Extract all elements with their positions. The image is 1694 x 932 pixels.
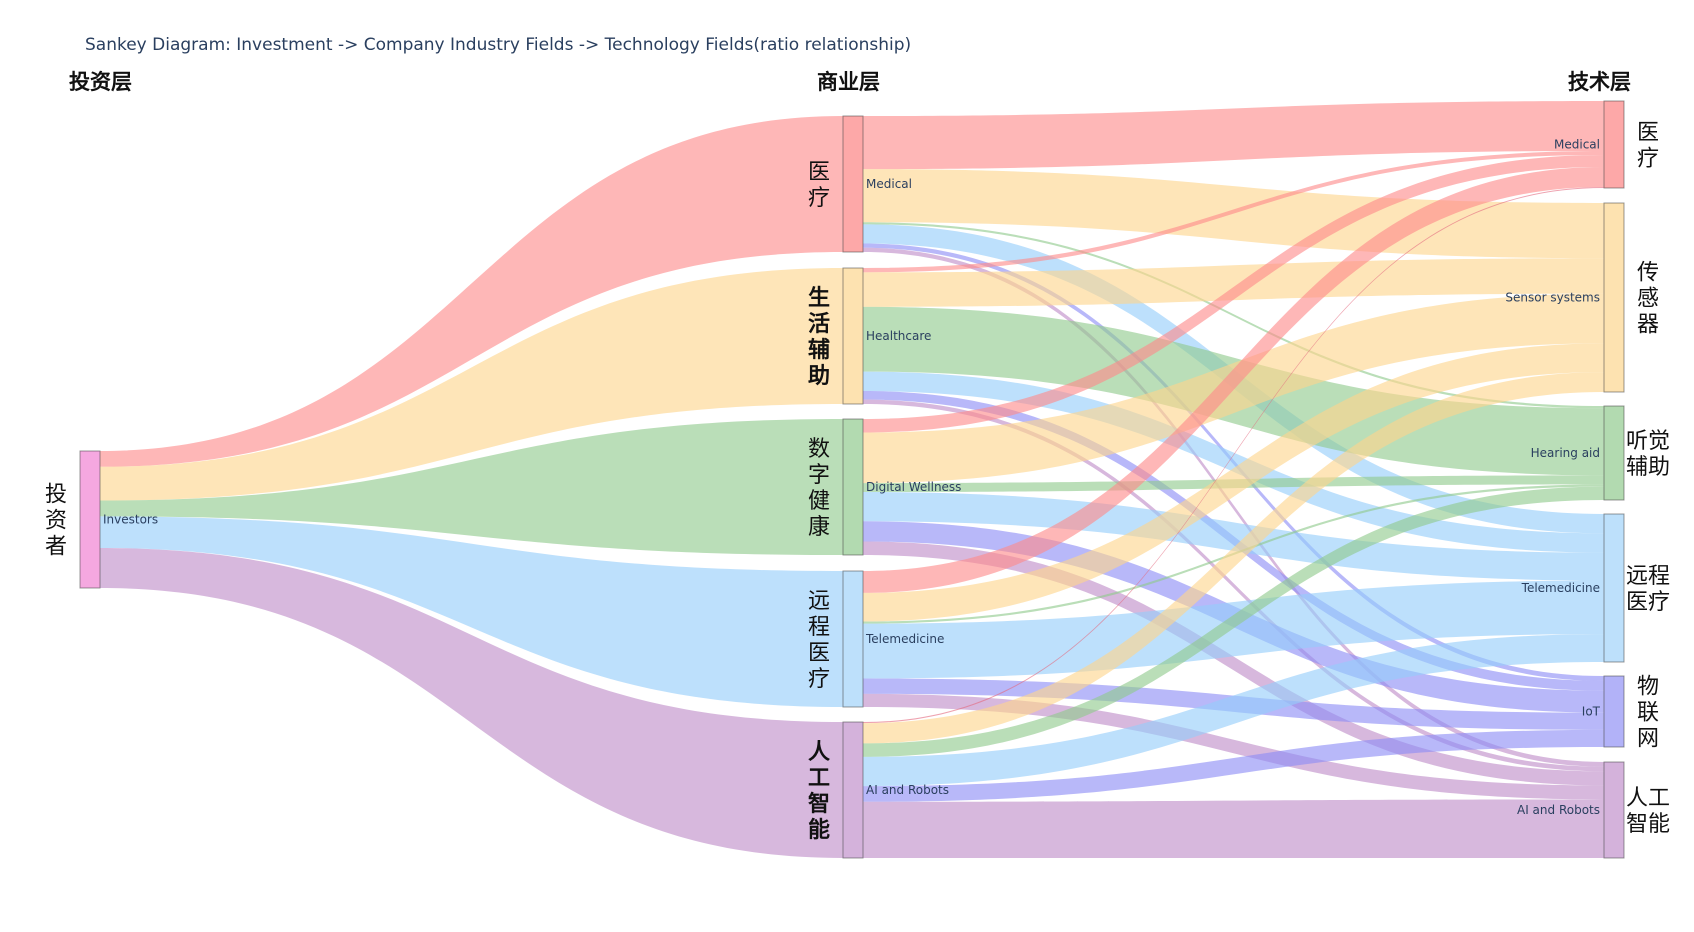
node-label-investors: Investors <box>103 513 158 527</box>
node-label-hearing_t: Hearing aid <box>1531 446 1600 460</box>
link-ai_b-to-sensor_t[interactable] <box>863 372 1604 744</box>
node-label-telemed_t: Telemedicine <box>1521 581 1600 595</box>
node-label-medical_t: Medical <box>1554 138 1600 152</box>
node-healthcare[interactable] <box>842 267 864 405</box>
link-healthcare-to-telemed_t[interactable] <box>863 371 1604 553</box>
link-ai_b-to-hearing_t[interactable] <box>863 486 1604 757</box>
node-telemed_b[interactable] <box>842 570 864 708</box>
link-investors-to-ai_b[interactable] <box>100 547 843 858</box>
node-hearing_t[interactable] <box>1603 405 1625 501</box>
node-sensor_t[interactable] <box>1603 202 1625 393</box>
node-label-telemed_b: Telemedicine <box>865 632 944 646</box>
link-medical_b-to-medical_t[interactable] <box>863 101 1604 170</box>
node-ai_t[interactable] <box>1603 761 1625 859</box>
node-label-healthcare: Healthcare <box>866 329 931 343</box>
node-telemed_t[interactable] <box>1603 513 1625 663</box>
layer-label-business: 商业层 <box>817 70 880 94</box>
node-cn-label-healthcare: 生活辅助 <box>808 286 830 389</box>
layer-label-investment: 投资层 <box>69 70 132 94</box>
link-wellness-to-ai_t[interactable] <box>863 541 1604 786</box>
node-cn-label-hearing_t: 听觉辅助 <box>1626 429 1670 480</box>
node-label-medical_b: Medical <box>866 177 912 191</box>
node-cn-label-telemed_b: 远程医疗 <box>808 589 830 692</box>
link-ai_b-to-telemed_t[interactable] <box>863 634 1604 787</box>
node-cn-label-sensor_t: 传感器 <box>1637 261 1659 338</box>
node-label-ai_t: AI and Robots <box>1517 803 1600 817</box>
link-investors-to-medical_b[interactable] <box>100 116 843 467</box>
link-wellness-to-medical_t[interactable] <box>863 155 1604 433</box>
link-healthcare-to-sensor_t[interactable] <box>863 258 1604 307</box>
node-ai_b[interactable] <box>842 721 864 859</box>
link-investors-to-healthcare[interactable] <box>100 268 843 501</box>
nodes-layer: Investors 投资者 Medical 医疗 Healthcare 生活辅助 Digit… <box>45 100 1670 859</box>
link-telemed_b-to-sensor_t[interactable] <box>863 343 1604 622</box>
link-telemed_b-to-telemed_t[interactable] <box>863 580 1604 679</box>
node-label-sensor_t: Sensor systems <box>1505 291 1600 305</box>
link-medical_b-to-sensor_t[interactable] <box>863 169 1604 259</box>
link-ai_b-to-iot_t[interactable] <box>863 729 1604 802</box>
node-cn-label-ai_b: 人工智能 <box>808 740 830 843</box>
node-cn-label-wellness: 数字健康 <box>808 437 830 540</box>
node-cn-label-investors: 投资者 <box>45 483 67 560</box>
node-wellness[interactable] <box>842 418 864 556</box>
node-medical_b[interactable] <box>842 115 864 253</box>
link-medical_b-to-hearing_t[interactable] <box>863 222 1604 409</box>
links-layer <box>100 101 1604 858</box>
link-telemed_b-to-medical_t[interactable] <box>863 167 1604 593</box>
node-investors[interactable] <box>79 450 101 589</box>
layer-label-technology: 技术层 <box>1568 70 1631 94</box>
node-label-iot_t: IoT <box>1582 705 1601 719</box>
link-healthcare-to-medical_t[interactable] <box>863 151 1604 273</box>
node-cn-label-ai_t: 人工智能 <box>1626 786 1670 837</box>
node-label-ai_b: AI and Robots <box>866 783 949 797</box>
node-label-wellness: Digital Wellness <box>866 480 961 494</box>
node-cn-label-medical_t: 医疗 <box>1637 121 1659 172</box>
link-telemed_b-to-ai_t[interactable] <box>863 693 1604 800</box>
node-iot_t[interactable] <box>1603 675 1625 748</box>
link-ai_b-to-ai_t[interactable] <box>863 799 1604 858</box>
node-medical_t[interactable] <box>1603 100 1625 189</box>
link-ai_b-to-medical_t[interactable] <box>863 187 1604 724</box>
link-wellness-to-telemed_t[interactable] <box>863 492 1604 581</box>
node-cn-label-iot_t: 物联网 <box>1637 675 1659 752</box>
link-healthcare-to-ai_t[interactable] <box>863 399 1604 772</box>
chart-title: Sankey Diagram: Investment -> Company In… <box>85 35 911 55</box>
link-investors-to-telemed_b[interactable] <box>100 516 843 707</box>
link-investors-to-wellness[interactable] <box>100 419 843 555</box>
link-medical_b-to-ai_t[interactable] <box>863 247 1604 767</box>
node-cn-label-medical_b: 医疗 <box>808 160 830 211</box>
node-cn-label-telemed_t: 远程医疗 <box>1626 564 1670 615</box>
